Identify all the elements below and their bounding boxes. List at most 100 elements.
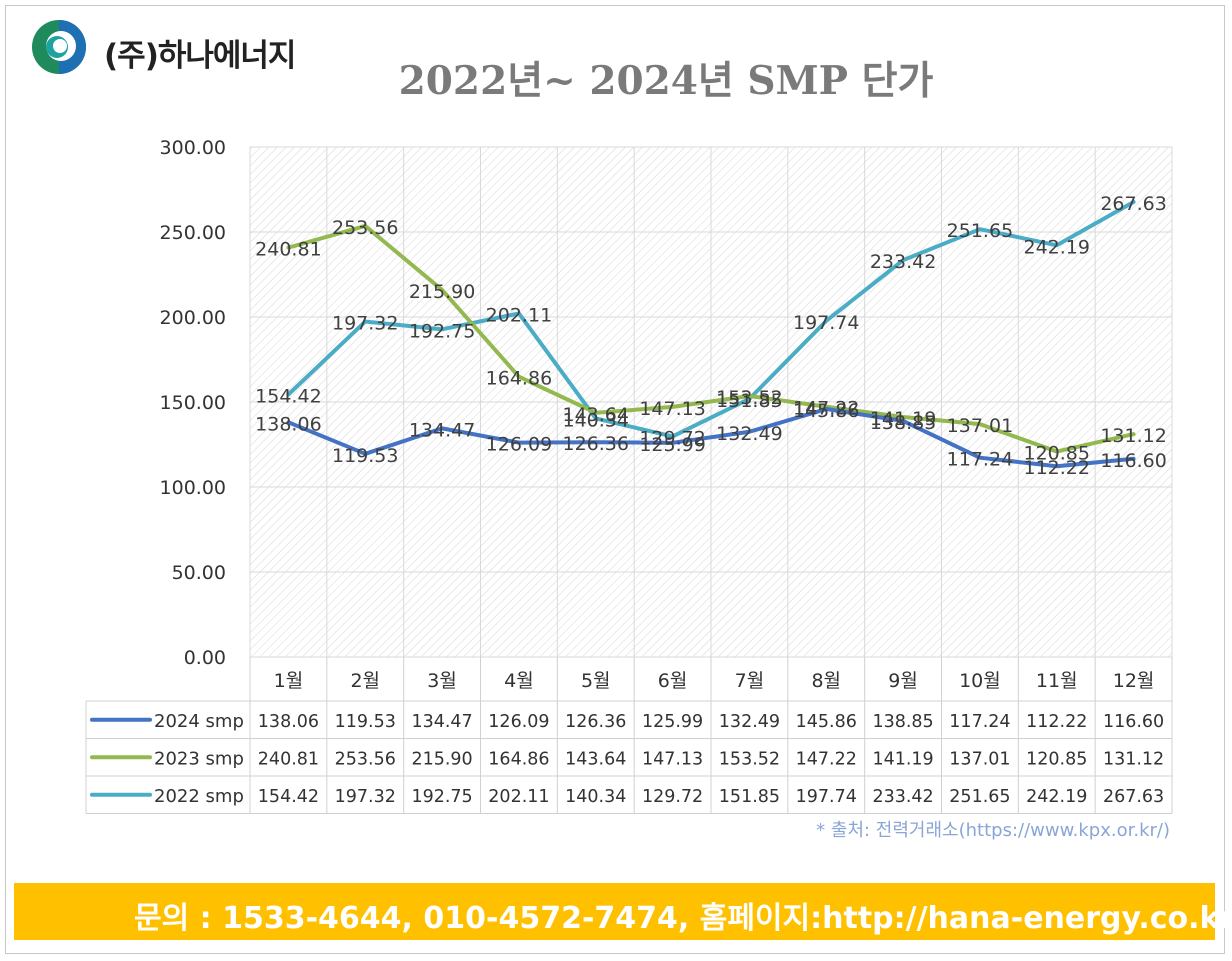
series-line (286, 407, 1136, 469)
x-tick-label: 3월 (427, 670, 457, 692)
table-cell: 138.06 (258, 712, 319, 732)
data-label: 119.53 (332, 445, 398, 467)
data-label: 197.32 (332, 313, 398, 335)
table-cell: 154.42 (258, 787, 319, 807)
table-cell: 126.09 (488, 712, 549, 732)
source-note: * 출처: 전력거래소(https://www.kpx.or.kr/) (816, 820, 1170, 841)
table-cell: 253.56 (335, 749, 396, 769)
data-label: 145.86 (793, 400, 859, 422)
data-label: 202.11 (486, 304, 552, 326)
x-tick-label: 12월 (1113, 670, 1155, 692)
table-cell: 131.12 (1103, 749, 1164, 769)
table-cell: 125.99 (642, 712, 703, 732)
table-cell: 145.86 (796, 712, 857, 732)
table-cell: 197.74 (796, 787, 857, 807)
table-cell: 233.42 (872, 787, 933, 807)
x-tick-label: 9월 (888, 670, 918, 692)
table-cell: 126.36 (565, 712, 626, 732)
y-tick-label: 0.00 (184, 647, 226, 669)
data-label: 112.22 (1024, 457, 1090, 479)
data-label: 242.19 (1024, 236, 1090, 258)
data-label: 267.63 (1100, 193, 1166, 215)
table-cell: 117.24 (949, 712, 1010, 732)
data-label: 240.81 (255, 239, 321, 261)
table-cell: 137.01 (949, 749, 1010, 769)
chart-frame (5, 5, 1225, 954)
data-label: 143.64 (563, 404, 629, 426)
data-label: 132.49 (716, 423, 782, 445)
x-tick-label: 5월 (581, 670, 611, 692)
table-cell: 119.53 (335, 712, 396, 732)
data-label: 197.74 (793, 312, 859, 334)
series-line (286, 223, 1136, 454)
data-label: 129.72 (639, 427, 705, 449)
x-tick-label: 10월 (959, 670, 1001, 692)
y-tick-label: 200.00 (160, 307, 226, 329)
legend-label: 2022 smp (154, 786, 244, 807)
x-tick-label: 11월 (1036, 670, 1078, 692)
y-tick-label: 300.00 (160, 137, 226, 159)
data-label: 120.85 (1024, 443, 1090, 465)
data-label: 138.06 (255, 413, 321, 435)
table-cell: 147.22 (796, 749, 857, 769)
data-label: 251.65 (947, 220, 1013, 242)
table-cell: 134.47 (411, 712, 472, 732)
data-label: 137.01 (947, 415, 1013, 437)
data-label: 253.56 (332, 217, 398, 239)
data-label: 131.12 (1100, 425, 1166, 447)
data-label: 215.90 (409, 281, 475, 303)
data-label: 126.36 (563, 433, 629, 455)
series-line (286, 200, 1136, 439)
data-label: 154.42 (255, 385, 321, 407)
data-label: 125.99 (639, 434, 705, 456)
table-cell: 164.86 (488, 749, 549, 769)
data-label: 153.52 (716, 387, 782, 409)
data-label: 126.09 (486, 434, 552, 456)
table-cell: 138.85 (872, 712, 933, 732)
data-label: 147.13 (639, 398, 705, 420)
y-tick-label: 250.00 (160, 222, 226, 244)
table-cell: 240.81 (258, 749, 319, 769)
table-cell: 151.85 (719, 787, 780, 807)
contact-banner: 문의 : 1533-4644, 010-4572-7474, 홈페이지:http… (14, 883, 1232, 940)
data-label: 134.47 (409, 419, 475, 441)
table-cell: 192.75 (411, 787, 472, 807)
table-cell: 116.60 (1103, 712, 1164, 732)
x-tick-label: 1월 (274, 670, 304, 692)
data-label: 164.86 (486, 368, 552, 390)
table-cell: 120.85 (1026, 749, 1087, 769)
company-logo-icon (32, 20, 86, 74)
table-cell: 197.32 (335, 787, 396, 807)
data-label: 141.19 (870, 408, 936, 430)
y-tick-label: 100.00 (160, 477, 226, 499)
data-label: 138.85 (870, 412, 936, 434)
x-tick-label: 7월 (735, 670, 765, 692)
legend-label: 2023 smp (154, 748, 244, 769)
table-cell: 112.22 (1026, 712, 1087, 732)
data-label: 117.24 (947, 449, 1013, 471)
table-cell: 141.19 (872, 749, 933, 769)
x-tick-label: 8월 (811, 670, 841, 692)
data-label: 151.85 (716, 390, 782, 412)
table-cell: 147.13 (642, 749, 703, 769)
table-cell: 143.64 (565, 749, 626, 769)
data-label: 147.22 (793, 398, 859, 420)
contact-text: 문의 : 1533-4644, 010-4572-7474, 홈페이지:http… (134, 901, 1232, 936)
table-cell: 242.19 (1026, 787, 1087, 807)
table-cell: 153.52 (719, 749, 780, 769)
data-label: 192.75 (409, 320, 475, 342)
table-cell: 140.34 (565, 787, 626, 807)
table-cell: 251.65 (949, 787, 1010, 807)
y-tick-label: 150.00 (160, 392, 226, 414)
table-cell: 132.49 (719, 712, 780, 732)
table-cell: 215.90 (411, 749, 472, 769)
data-label: 233.42 (870, 251, 936, 273)
table-cell: 267.63 (1103, 787, 1164, 807)
company-name: (주)하나에너지 (104, 38, 296, 74)
y-tick-label: 50.00 (172, 562, 226, 584)
x-tick-label: 4월 (504, 670, 534, 692)
data-label: 116.60 (1100, 450, 1166, 472)
x-tick-label: 6월 (658, 670, 688, 692)
data-label: 140.34 (563, 409, 629, 431)
